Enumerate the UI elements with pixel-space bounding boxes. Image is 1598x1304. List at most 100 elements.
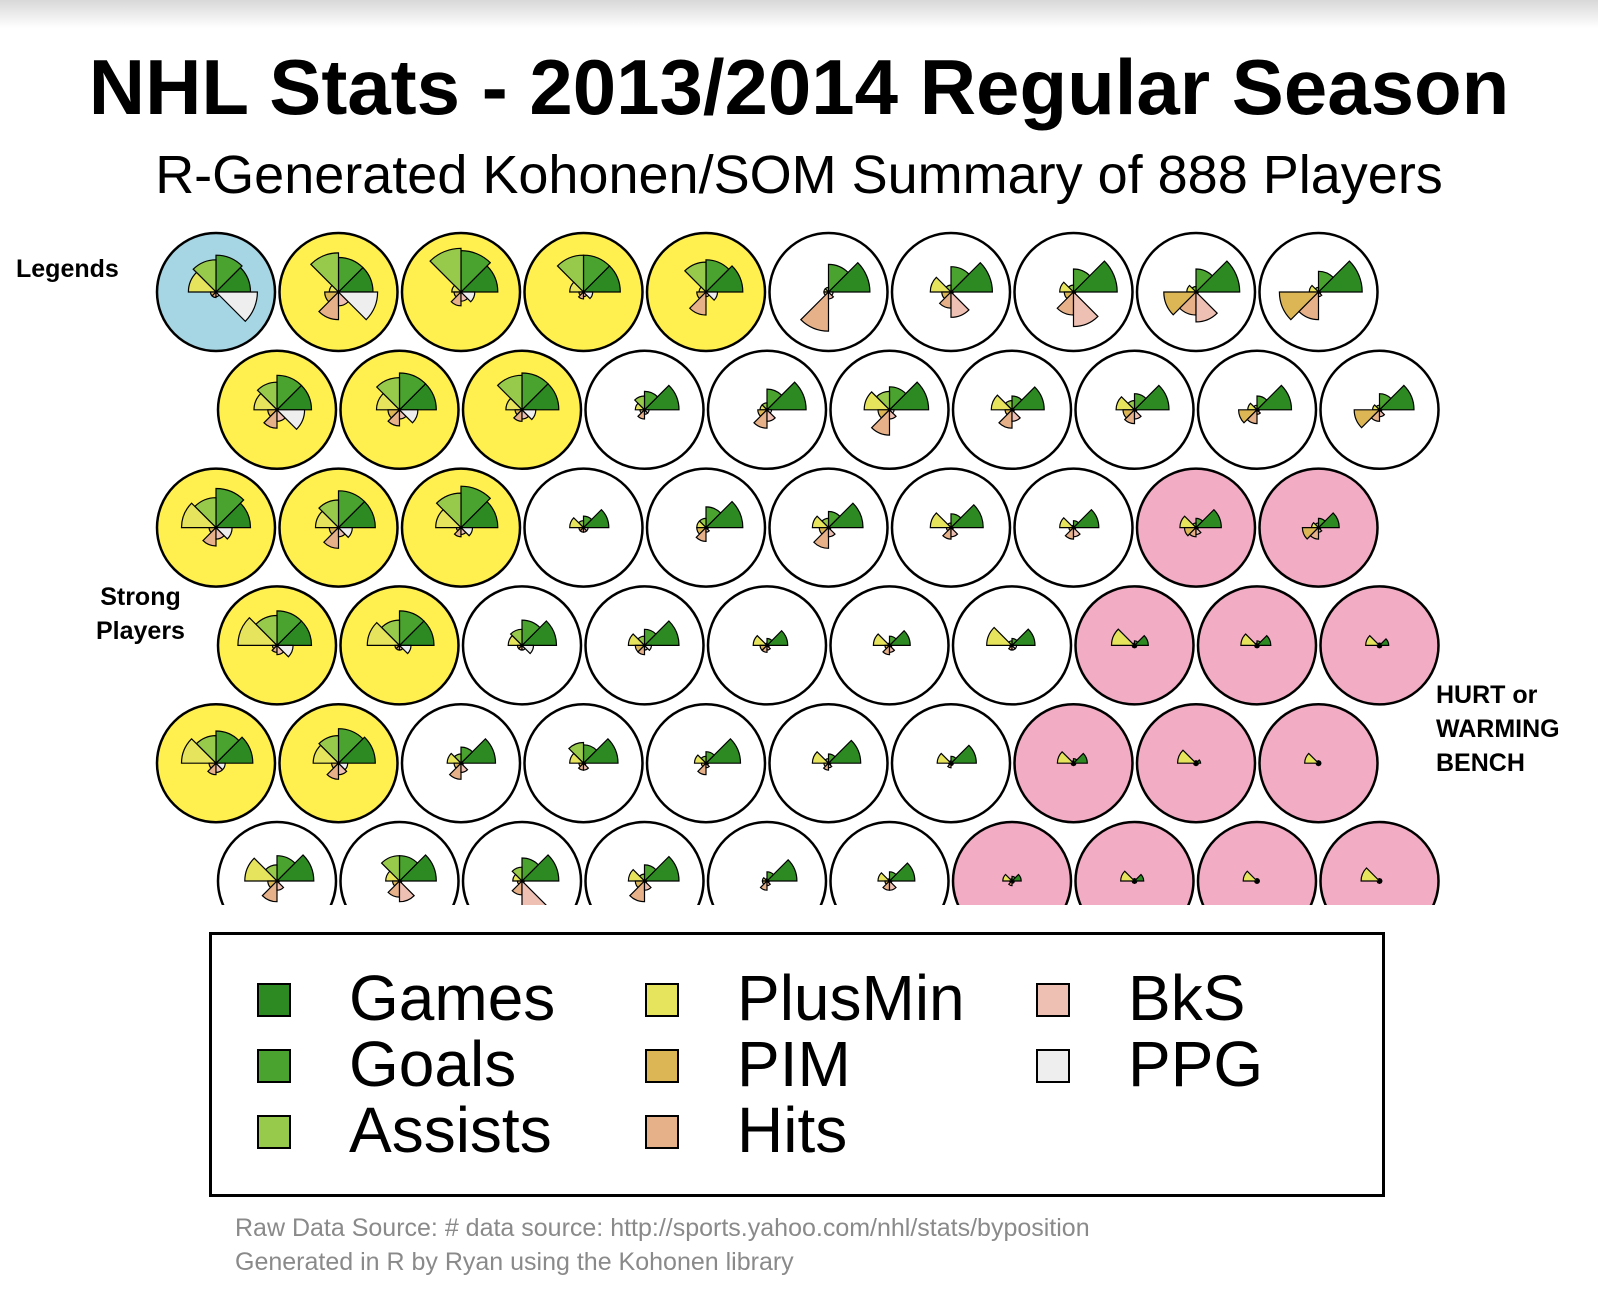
segment-ppg bbox=[1317, 762, 1322, 766]
segment-hits bbox=[202, 526, 217, 547]
segment-ppg bbox=[275, 880, 280, 884]
segment-plusmin bbox=[569, 516, 585, 529]
segment-ppg bbox=[1317, 291, 1322, 295]
segment-ppg bbox=[520, 880, 525, 884]
segment-ppg bbox=[398, 644, 412, 655]
som-node-r1-c8 bbox=[1013, 231, 1134, 353]
segment-goals bbox=[643, 864, 657, 883]
segment-games bbox=[888, 381, 930, 411]
segment-assists bbox=[684, 261, 707, 294]
segment-plusmin bbox=[929, 512, 953, 529]
som-node-r2-c6 bbox=[829, 349, 950, 471]
segment-goals bbox=[827, 263, 849, 294]
segment-hits bbox=[759, 879, 768, 891]
segment-ppg bbox=[582, 762, 587, 766]
window-top-bar bbox=[0, 0, 1598, 28]
segment-plusmin bbox=[1240, 633, 1259, 646]
segment-hits bbox=[870, 408, 891, 436]
segment-games bbox=[520, 854, 560, 882]
segment-bks bbox=[1011, 408, 1021, 422]
som-node-background bbox=[951, 820, 1073, 905]
som-node-r3-c7 bbox=[890, 467, 1012, 588]
som-node-r5-c8 bbox=[1013, 702, 1134, 824]
segment-games bbox=[1194, 508, 1222, 529]
som-node-r3-c1 bbox=[155, 467, 277, 588]
segment-games bbox=[1072, 752, 1088, 764]
segment-hits bbox=[1298, 290, 1320, 321]
som-node-r4-c3 bbox=[461, 585, 583, 706]
segment-ppg bbox=[1010, 409, 1015, 413]
legend-swatch-games bbox=[257, 983, 291, 1017]
segment-plusmin bbox=[693, 754, 708, 764]
segment-plusmin bbox=[986, 626, 1014, 646]
segment-plusmin bbox=[811, 515, 830, 529]
segment-plusmin bbox=[936, 752, 953, 764]
segment-games bbox=[643, 620, 680, 646]
som-node-r1-c1 bbox=[155, 231, 277, 353]
segment-assists bbox=[256, 381, 278, 412]
annotation-hurt-bench: HURT or WARMING BENCH bbox=[1436, 678, 1560, 780]
footer-credit: Generated in R by Ryan using the Kohonen… bbox=[235, 1248, 794, 1276]
segment-hits bbox=[1188, 526, 1197, 538]
som-node-r6-c8 bbox=[1074, 820, 1195, 905]
som-node-r4-c7 bbox=[951, 585, 1073, 706]
segment-games bbox=[643, 384, 680, 411]
segment-ppg bbox=[1072, 762, 1077, 766]
segment-ppg bbox=[827, 291, 834, 297]
legend-label-plusmin: PlusMin bbox=[737, 962, 965, 1034]
segment-ppg bbox=[1255, 409, 1260, 413]
legend-label-hits: Hits bbox=[737, 1094, 848, 1166]
segment-games bbox=[827, 502, 864, 529]
segment-hits bbox=[261, 879, 278, 903]
segment-plusmin bbox=[1176, 749, 1198, 764]
annotation-strong-line1: Strong bbox=[100, 583, 181, 611]
segment-goals bbox=[1072, 520, 1080, 530]
segment-assists bbox=[318, 734, 340, 765]
som-node-r3-c5 bbox=[645, 467, 767, 588]
segment-plusmin bbox=[375, 392, 401, 411]
segment-games bbox=[520, 620, 558, 646]
segment-assists bbox=[380, 855, 401, 883]
segment-hits bbox=[1370, 408, 1381, 422]
segment-hits bbox=[211, 290, 217, 299]
segment-ppg bbox=[1378, 880, 1383, 884]
annotation-hurt-line2: WARMING bbox=[1436, 715, 1560, 743]
segment-ppg bbox=[765, 644, 770, 648]
segment-plusmin bbox=[569, 752, 585, 764]
segment-ppg bbox=[214, 527, 233, 540]
segment-hits bbox=[513, 408, 523, 422]
segment-games bbox=[1133, 634, 1149, 646]
segment-ppg bbox=[643, 644, 653, 652]
segment-ppg bbox=[1194, 527, 1199, 531]
som-node-r5-c3 bbox=[400, 702, 522, 824]
legend-label-games: Games bbox=[349, 962, 556, 1034]
legend-swatch-ppg bbox=[1036, 1049, 1070, 1083]
segment-assists bbox=[435, 492, 462, 530]
segment-pim bbox=[1353, 409, 1381, 429]
segment-assists bbox=[633, 395, 646, 412]
segment-hits bbox=[761, 643, 768, 653]
segment-goals bbox=[1256, 640, 1262, 647]
som-node-r3-c2 bbox=[278, 467, 399, 588]
som-node-r4-c8 bbox=[1074, 585, 1195, 706]
segment-games bbox=[398, 854, 437, 882]
segment-games bbox=[949, 744, 977, 764]
segment-games bbox=[1010, 386, 1045, 411]
segment-ppg bbox=[1133, 880, 1138, 884]
segment-ppg bbox=[275, 644, 294, 658]
segment-goals bbox=[521, 857, 540, 883]
som-node-background bbox=[584, 820, 705, 905]
som-node-r4-c10 bbox=[1319, 585, 1440, 706]
segment-hits bbox=[753, 408, 768, 429]
annotation-hurt-line1: HURT or bbox=[1436, 681, 1538, 709]
segment-games bbox=[1072, 508, 1100, 529]
som-node-r5-c2 bbox=[278, 702, 399, 824]
segment-bks bbox=[521, 879, 547, 905]
segment-goals bbox=[888, 635, 897, 647]
segment-hits bbox=[695, 526, 707, 543]
segment-assists bbox=[509, 628, 523, 647]
segment-goals bbox=[1317, 517, 1326, 530]
som-node-r4-c5 bbox=[706, 585, 828, 706]
chart-subtitle: R-Generated Kohonen/SOM Summary of 888 P… bbox=[155, 145, 1443, 205]
annotation-strong-players: Strong Players bbox=[96, 580, 185, 648]
